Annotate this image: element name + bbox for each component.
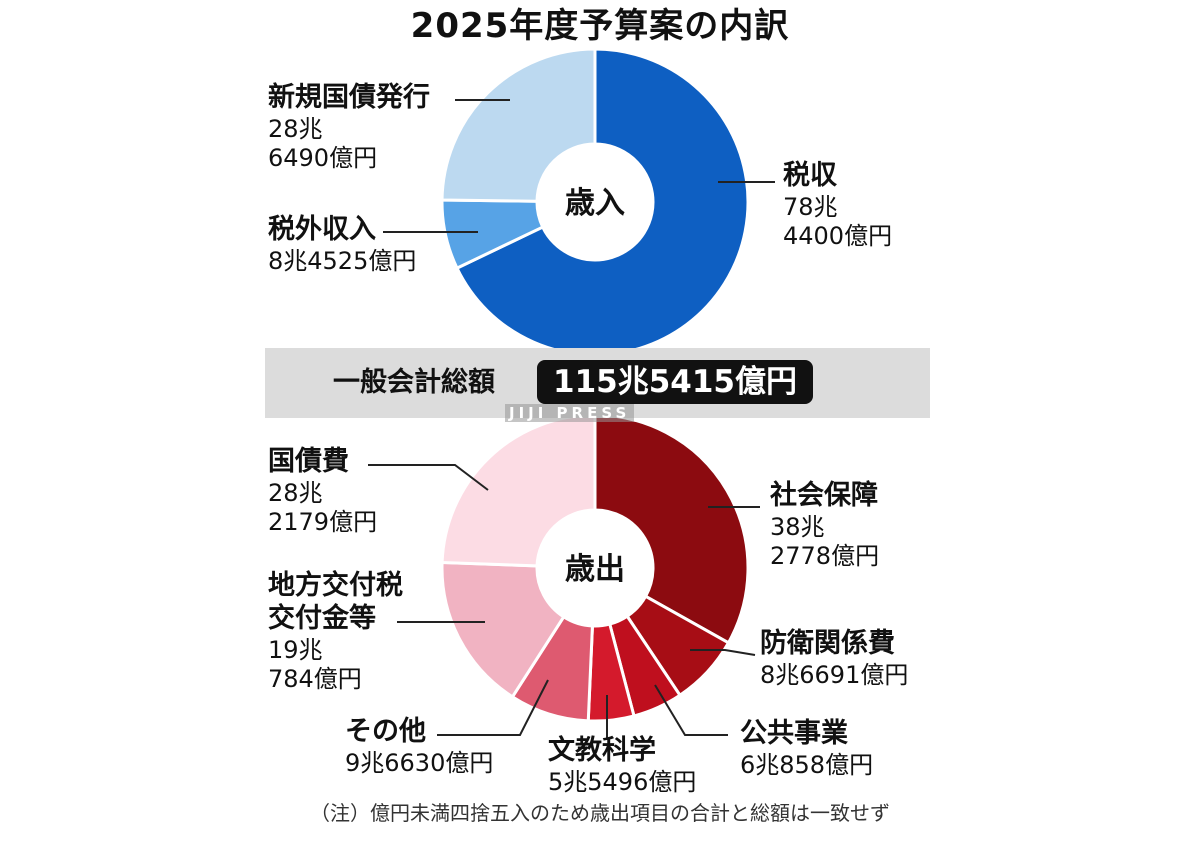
total-value: 115兆5415億円 — [537, 360, 813, 404]
revenue-center-label: 歳入 — [565, 186, 625, 221]
chart-title: 2025年度予算案の内訳 — [410, 6, 790, 46]
slice-name: 地方交付税 交付金等 — [268, 570, 403, 634]
label-boei: 防衛関係費 8兆6691億円 — [760, 628, 908, 690]
slice-name: 税外収入 — [268, 214, 376, 245]
label-zeishu: 税収 78兆 4400億円 — [783, 160, 892, 251]
slice-name: 新規国債発行 — [268, 82, 430, 113]
slice-name: 税収 — [783, 160, 837, 191]
label-shakai-hosho: 社会保障 38兆 2778億円 — [770, 480, 879, 571]
label-shinki-kokusai: 新規国債発行 28兆 6490億円 — [268, 82, 430, 173]
label-kokusaihi: 国債費 28兆 2179億円 — [268, 446, 377, 537]
expenditure-center-label: 歳出 — [565, 552, 625, 587]
slice-value: 28兆 6490億円 — [268, 114, 378, 173]
footnote: （注）億円未満四捨五入のため歳出項目の合計と総額は一致せず — [310, 801, 890, 825]
slice-value: 78兆 4400億円 — [783, 192, 893, 251]
leader-line — [654, 684, 728, 736]
slice-value: 5兆5496億円 — [548, 767, 697, 796]
slice-value: 9兆6630億円 — [345, 748, 494, 777]
slice-name: 社会保障 — [770, 480, 878, 511]
expenditure-center-hole — [537, 510, 653, 626]
slice-value: 38兆 2778億円 — [770, 512, 880, 571]
slice-value: 28兆 2179億円 — [268, 478, 378, 537]
slice-name: その他 — [345, 716, 426, 747]
leader-line — [437, 679, 549, 736]
label-chiho-kofuzei: 地方交付税 交付金等 19兆 784億円 — [268, 570, 403, 694]
leader-line — [368, 464, 489, 491]
slice-value: 8兆4525億円 — [268, 246, 417, 275]
label-sonota: その他 9兆6630億円 — [345, 716, 493, 778]
revenue-donut: 歳入 — [440, 47, 750, 357]
label-kokyo-jigyo: 公共事業 6兆858億円 — [740, 718, 873, 780]
slice-name: 公共事業 — [740, 718, 848, 749]
slice-name: 防衛関係費 — [760, 628, 895, 659]
revenue-center-hole — [537, 144, 653, 260]
label-zeigai-shunyu: 税外収入 8兆4525億円 — [268, 214, 416, 276]
label-bunkyo-kagaku: 文教科学 5兆5496億円 — [548, 735, 696, 797]
credit-watermark: JIJI PRESS — [505, 404, 635, 422]
slice-name: 文教科学 — [548, 735, 656, 766]
slice-value: 6兆858億円 — [740, 750, 874, 779]
expenditure-donut: 歳出 — [440, 413, 750, 723]
slice-name: 国債費 — [268, 446, 349, 477]
total-label: 一般会計総額 — [333, 367, 495, 398]
slice-value: 8兆6691億円 — [760, 660, 909, 689]
slice-value: 19兆 784億円 — [268, 635, 362, 694]
leader-line — [690, 649, 756, 656]
